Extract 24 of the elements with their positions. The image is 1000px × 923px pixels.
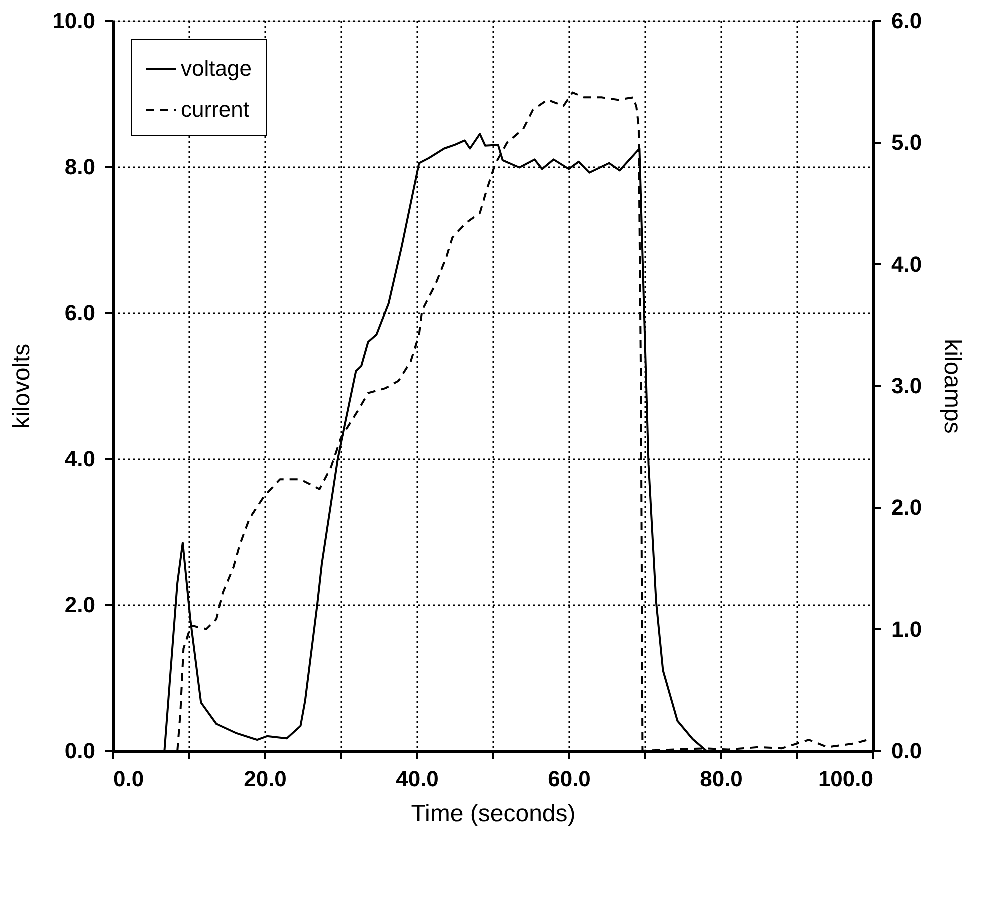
y2-tick-label: 4.0 (892, 252, 922, 277)
y-tick-label: 10.0 (52, 8, 96, 34)
y-tick-label: 6.0 (64, 300, 96, 326)
y2-tick-label: 1.0 (892, 616, 922, 642)
y-tick-label: 4.0 (64, 446, 96, 472)
y-axis-title: kilovolts (8, 344, 36, 430)
x-tick-label: 20.0 (244, 766, 287, 792)
x-tick-label: 60.0 (548, 766, 591, 792)
y-tick-label: 0.0 (64, 738, 96, 764)
x-tick-label: 100.0 (818, 766, 874, 792)
y2-tick-label: 2.0 (892, 495, 922, 520)
x-tick-label: 40.0 (396, 766, 439, 792)
x-tick-label: 0.0 (114, 766, 144, 792)
x-tick-label: 80.0 (700, 766, 743, 792)
y2-tick-label: 6.0 (892, 8, 922, 34)
y2-tick-label: 5.0 (892, 130, 922, 156)
y2-tick-label: 3.0 (892, 374, 922, 398)
y-tick-label: 8.0 (64, 154, 96, 180)
legend-label: current (181, 97, 250, 122)
y2-axis-title: kiloamps (939, 339, 966, 434)
y-tick-label: 2.0 (64, 592, 96, 618)
y2-tick-label: 0.0 (892, 738, 922, 764)
legend-label: voltage (181, 56, 252, 81)
x-axis-title: Time (seconds) (411, 800, 576, 828)
